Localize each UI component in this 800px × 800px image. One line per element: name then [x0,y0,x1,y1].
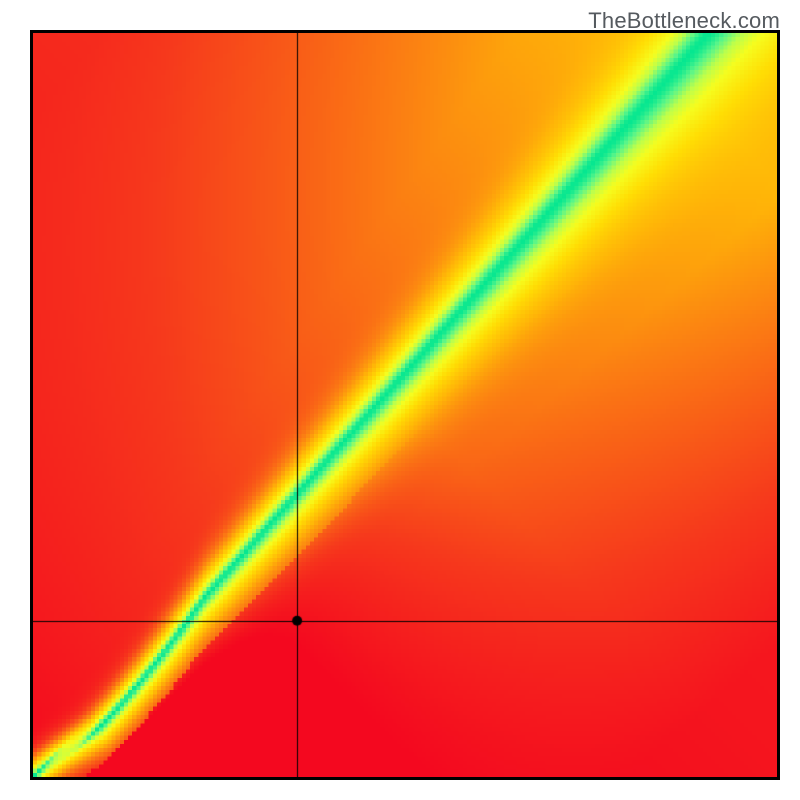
heatmap-canvas [33,33,777,777]
plot-frame [30,30,780,780]
watermark-text: TheBottleneck.com [588,8,780,34]
chart-container: TheBottleneck.com [0,0,800,800]
